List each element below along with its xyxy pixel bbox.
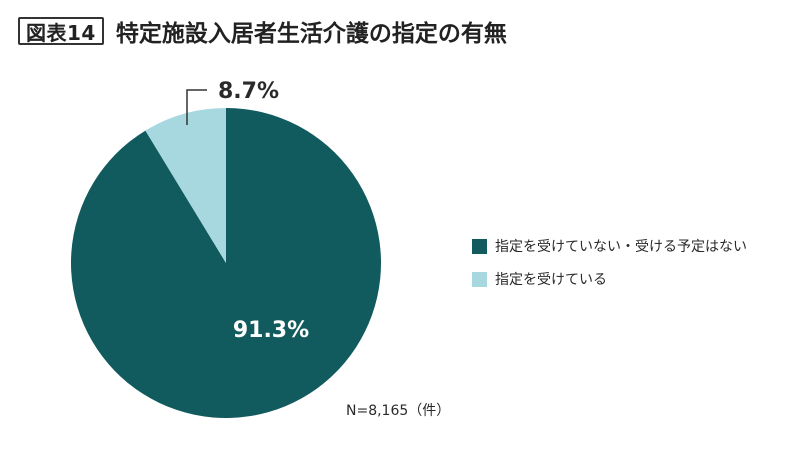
label-leader-line (186, 89, 207, 125)
legend: 指定を受けていない・受ける予定はない 指定を受けている (472, 236, 747, 302)
legend-swatch (472, 238, 487, 254)
figure-header: 図表14 特定施設入居者生活介護の指定の有無 (18, 14, 507, 48)
pie-slice (145, 108, 226, 263)
legend-label: 指定を受けていない・受ける予定はない (495, 239, 747, 255)
legend-item: 指定を受けている (472, 269, 747, 289)
slice-value-label: 8.7% (218, 79, 279, 104)
legend-item: 指定を受けていない・受ける予定はない (472, 236, 747, 256)
legend-label: 指定を受けている (495, 272, 607, 288)
figure-title: 特定施設入居者生活介護の指定の有無 (115, 21, 507, 47)
legend-swatch (472, 271, 487, 287)
slice-value-label: 91.3% (233, 318, 309, 343)
pie-slice (71, 108, 382, 418)
sample-size-note: N=8,165（件） (346, 403, 451, 419)
figure-number-badge: 図表14 (18, 17, 104, 45)
